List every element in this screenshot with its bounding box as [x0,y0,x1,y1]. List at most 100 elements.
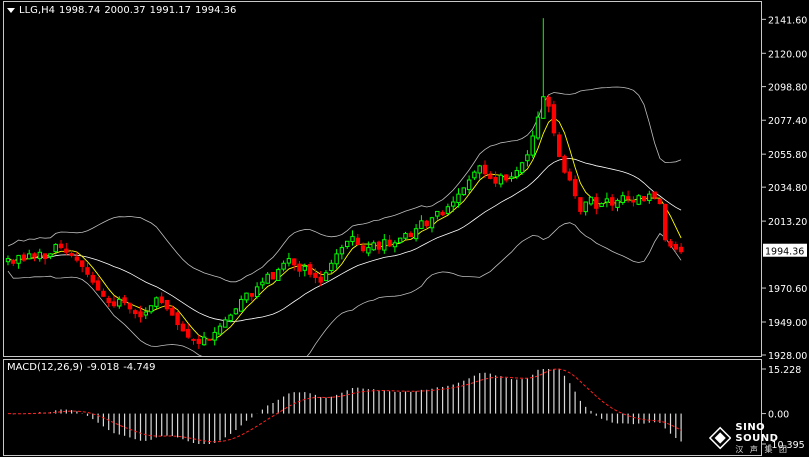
candle-body [48,253,53,257]
candle-body [16,254,21,264]
candle-body [217,325,223,335]
candle-body [472,171,477,179]
candle-body [154,297,159,307]
candle-body [456,193,461,204]
logo-sub: 汉 声 集 团 [735,444,790,454]
candle-body [366,247,371,254]
candle-body [260,281,265,286]
candle-body [95,280,101,291]
candle-body [371,242,376,251]
candle-body [620,195,625,203]
price-tick-label: 2013.20 [768,217,807,228]
candle-body [143,311,149,316]
candle-body [186,328,191,338]
candle-body [461,187,467,196]
candle-body [239,298,244,312]
price-tick-label: 1928.00 [768,351,807,362]
price-tick-label: 1970.60 [768,284,807,295]
candle-body [588,196,594,205]
candle-body [249,293,255,297]
price-tick-label: 2034.80 [768,183,807,194]
candle-body [678,246,684,253]
watermark-logo: SINO SOUND 汉 声 集 团 [709,422,807,454]
candle-body [498,174,504,185]
candle-body [297,263,302,272]
candle-body [360,245,366,252]
candle-body [196,338,202,344]
candle-body [403,232,408,239]
candle-body [572,179,578,197]
price-tick-label: 2098.80 [768,83,807,94]
candle-body [594,197,599,209]
macd-signal-line [7,368,682,443]
price-chart [5,18,684,356]
candle-body [318,276,323,283]
candle-body [339,247,345,255]
candle-body [429,217,435,229]
candle-body [408,232,414,238]
price-tick-label: 1949.00 [768,318,807,329]
price-tick-label: 2141.60 [768,15,807,26]
candle-body [509,176,514,179]
candle-body [21,254,27,261]
triangle-down-icon[interactable] [7,8,15,13]
candle-body [636,195,641,205]
macd-pane[interactable] [3,359,762,456]
candle-body [85,267,90,275]
candle-body [488,174,493,179]
candle-body [482,164,488,175]
candle-body [610,197,615,206]
candle-body [466,179,472,191]
bollinger-lower-line [7,222,682,356]
candle-body [180,323,186,332]
candle-body [233,308,239,315]
candle-body [663,203,668,241]
candle-body [148,305,154,313]
candle-body [599,203,604,208]
candle-body [74,256,80,261]
candle-body [376,241,382,250]
candle-body [11,259,16,264]
candle-body [42,253,48,260]
candle-body [122,297,127,304]
candle-body [652,191,657,198]
candle-body [567,171,572,181]
candle-body [435,210,440,217]
candle-body [562,156,567,173]
candle-body [101,290,106,297]
candle-body [440,211,445,216]
candle-body [445,206,451,214]
candle-body [647,193,652,201]
candle-body [170,307,175,316]
candle-body [270,271,276,280]
macd-value-1: -9.018 [86,362,120,373]
candle-body [133,310,138,315]
candle-body [164,299,170,310]
macd-info: MACD(12,26,9) -9.018 -4.749 [7,362,155,373]
candle-body [69,253,74,256]
macd-value-2: -4.749 [123,362,156,373]
candle-body [53,243,58,253]
candle-body [419,220,424,229]
close-value: 1994.36 [195,5,237,16]
candle-body [604,198,610,203]
macd-tick-label: -10.395 [768,440,805,451]
price-axis[interactable]: 2141.60 2120.00 2098.80 2077.40 2055.80 2034.… [762,0,809,457]
symbol-info: LLG,H4 1998.74 2000.37 1991.17 1994.36 [7,5,236,16]
candle-body [615,199,620,208]
candle-body [313,272,318,278]
candle-body [106,297,111,304]
candle-body [541,96,546,119]
price-pane[interactable] [3,1,762,357]
candle-body [382,239,387,251]
bollinger-upper-line [7,86,682,283]
candle-body [546,96,551,107]
current-price-label: 1994.36 [765,247,804,258]
candle-body [276,269,281,281]
price-tick-label: 2120.00 [768,49,807,60]
candle-body [175,312,180,326]
candle-body [64,248,69,253]
low-value: 1991.17 [149,5,192,16]
candle-body [355,237,361,245]
